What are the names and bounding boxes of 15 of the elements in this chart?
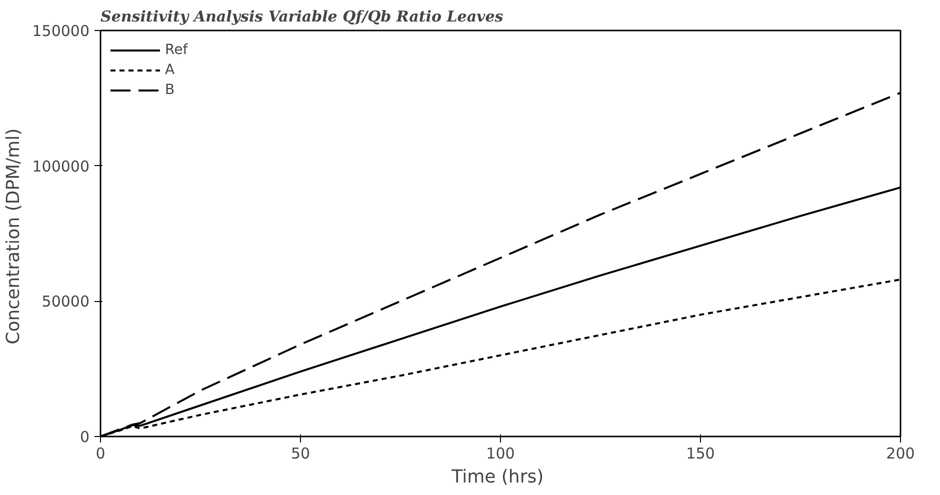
x-tick-label: 50	[290, 444, 310, 462]
y-tick-label: 0	[80, 428, 90, 446]
x-axis-title: Time (hrs)	[450, 466, 544, 488]
legend-label: A	[165, 62, 176, 78]
x-tick-label: 100	[486, 444, 515, 462]
y-tick-label: 150000	[32, 22, 90, 40]
x-tick-label: 0	[96, 444, 106, 462]
x-tick-label: 150	[686, 444, 715, 462]
chart-title: Sensitivity Analysis Variable Qf/Qb Ratio Leaves	[100, 8, 504, 26]
y-axis-title: Concentration (DPM/ml)	[3, 128, 24, 344]
y-tick-label: 100000	[32, 157, 90, 176]
legend-label: B	[165, 82, 176, 98]
legend-label: Ref	[165, 42, 188, 58]
x-tick-label: 200	[886, 444, 915, 462]
y-tick-label: 50000	[42, 292, 90, 311]
